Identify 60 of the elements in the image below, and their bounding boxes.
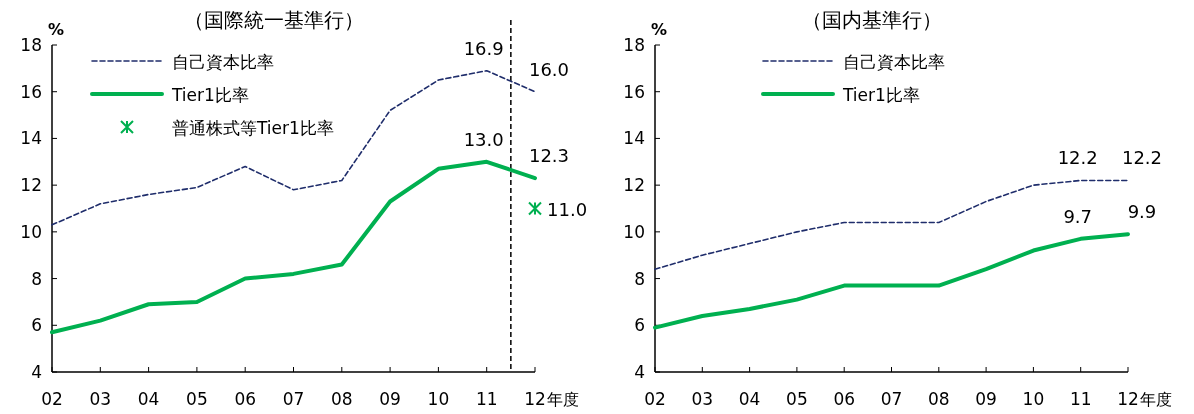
data-label: 12.2 <box>1057 147 1098 169</box>
y-tick-label: 8 <box>31 268 42 289</box>
x-axis-title: 年度 <box>547 390 579 409</box>
x-tick-label: 06 <box>833 389 856 409</box>
data-label: 9.9 <box>1127 201 1157 223</box>
legend-label: 自己資本比率 <box>843 52 945 72</box>
x-tick-label: 10 <box>1022 389 1045 409</box>
y-tick-label: 16 <box>623 81 645 102</box>
chart-title: （国際統一基準行） <box>183 8 364 32</box>
y-axis-title: % <box>47 20 65 39</box>
y-tick-label: 14 <box>623 128 645 149</box>
data-label: 9.7 <box>1063 205 1093 227</box>
y-tick-label: 18 <box>20 35 42 55</box>
x-tick-label: 03 <box>89 389 112 409</box>
x-tick-label: 11 <box>475 389 498 409</box>
chart-title: （国内基準行） <box>801 8 942 32</box>
y-tick-label: 6 <box>31 315 42 336</box>
x-tick-label: 07 <box>880 389 903 409</box>
x-tick-label: 06 <box>234 389 257 409</box>
x-tick-label: 08 <box>927 389 950 409</box>
y-tick-label: 18 <box>623 35 645 55</box>
y-tick-label: 6 <box>634 315 645 336</box>
y-tick-label: 10 <box>20 221 42 242</box>
y-tick-label: 4 <box>634 362 645 382</box>
x-tick-label: 10 <box>427 389 450 409</box>
data-label: 13.0 <box>463 128 504 150</box>
x-tick-label: 04 <box>137 389 160 409</box>
data-label: 12.2 <box>1121 147 1163 169</box>
x-tick-label: 12 <box>524 389 546 409</box>
data-label: 16.9 <box>463 37 504 59</box>
x-tick-label: 11 <box>1069 389 1092 409</box>
y-tick-label: 10 <box>623 221 645 242</box>
y-tick-label: 4 <box>31 362 42 382</box>
legend-label: 普通株式等Tier1比率 <box>172 118 334 138</box>
data-label: 12.3 <box>528 145 570 167</box>
x-tick-label: 05 <box>186 389 208 409</box>
legend-label: Tier1比率 <box>171 85 249 105</box>
y-tick-label: 8 <box>634 268 645 289</box>
x-tick-label: 12 <box>1117 389 1139 409</box>
x-tick-label: 09 <box>975 389 997 409</box>
legend-label: 自己資本比率 <box>172 52 274 72</box>
y-tick-label: 12 <box>20 175 42 196</box>
x-tick-label: 07 <box>282 389 305 409</box>
line-series <box>654 179 1129 271</box>
y-tick-label: 16 <box>20 81 42 102</box>
x-tick-label: 04 <box>738 389 761 409</box>
legend-label: Tier1比率 <box>842 85 920 105</box>
x-axis-title: 年度 <box>1140 390 1172 409</box>
data-label: 11.0 <box>547 198 588 220</box>
y-tick-label: 12 <box>623 175 645 196</box>
x-tick-label: 03 <box>691 389 714 409</box>
x-tick-label: 08 <box>330 389 353 409</box>
line-series <box>653 232 1130 330</box>
y-tick-label: 14 <box>20 128 42 149</box>
x-tick-label: 02 <box>644 389 666 409</box>
x-tick-label: 02 <box>41 389 63 409</box>
x-tick-label: 05 <box>786 389 808 409</box>
x-tick-label: 09 <box>379 389 401 409</box>
data-label: 16.0 <box>528 58 570 80</box>
y-axis-title: % <box>650 20 668 39</box>
